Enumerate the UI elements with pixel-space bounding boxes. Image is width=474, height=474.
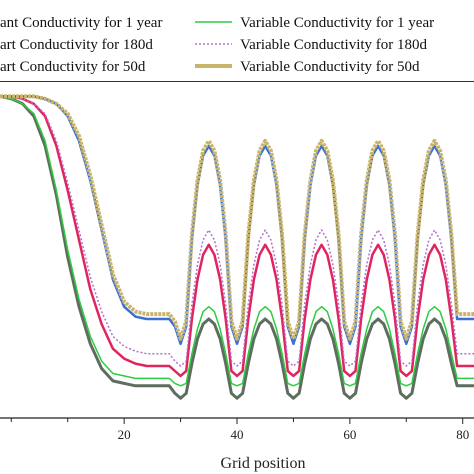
x-axis-title: Grid position (221, 455, 306, 472)
x-axis: 20 40 60 80 (0, 417, 474, 442)
x-tick-label: 40 (231, 427, 244, 442)
legend-label: Variable Conductivity for 1 year (240, 15, 434, 31)
plot-area (0, 94, 474, 400)
legend-label: art Conductivity for 180d (0, 37, 153, 53)
x-tick-label: 80 (456, 427, 469, 442)
series-line (0, 94, 474, 341)
legend-label: Variable Conductivity for 180d (240, 37, 428, 53)
legend-label: ant Conductivity for 1 year (0, 15, 162, 31)
series-line (0, 95, 474, 346)
x-tick-label: 60 (343, 427, 356, 442)
series-line (0, 95, 474, 387)
legend-label: art Conductivity for 50d (0, 59, 146, 75)
x-tick-label: 20 (118, 427, 131, 442)
legend: ant Conductivity for 1 year Variable Cond… (0, 15, 474, 82)
series-line (0, 95, 474, 378)
legend-label: Variable Conductivity for 50d (240, 59, 420, 75)
series-line (0, 95, 474, 367)
series-line (0, 94, 474, 400)
